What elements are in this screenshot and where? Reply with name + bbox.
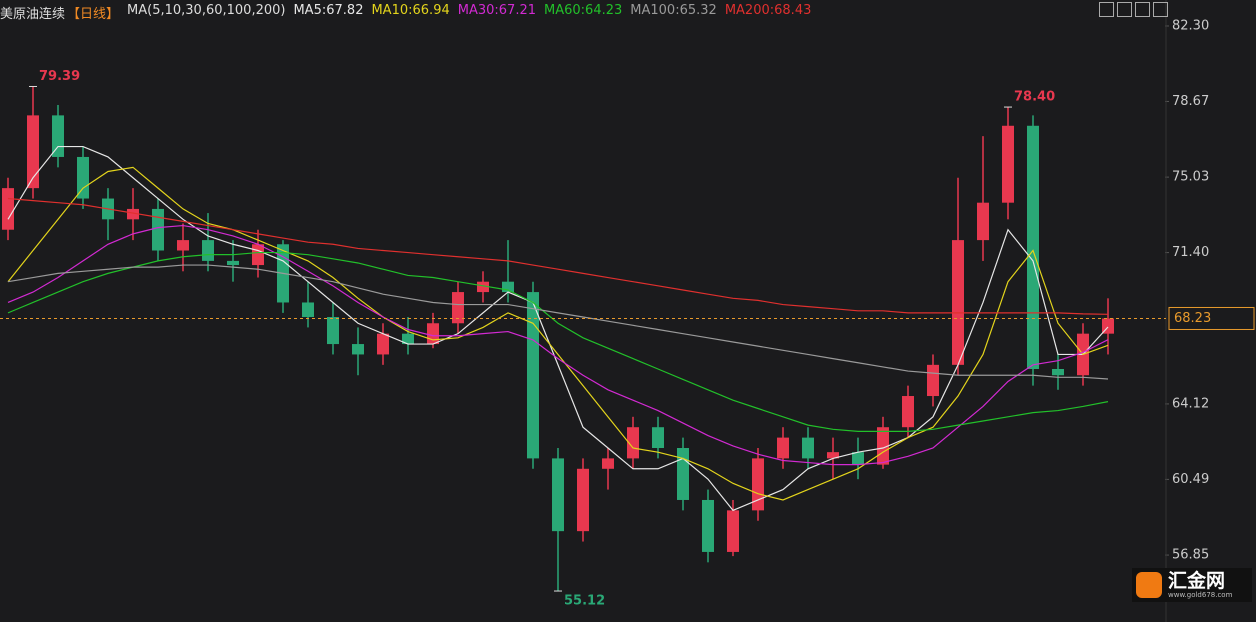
annotation-label: 78.40 <box>1014 90 1055 105</box>
candle-body <box>1002 125 1014 203</box>
candle-body <box>327 317 339 345</box>
candle-body <box>827 452 839 459</box>
candle-body <box>602 458 614 469</box>
legend-entry: MA10:66.94 <box>371 3 450 18</box>
y-tick-label: 60.49 <box>1172 472 1209 487</box>
ma-line <box>7 251 1109 432</box>
candle-body <box>627 427 639 459</box>
ma-line <box>7 166 1109 501</box>
logo-text: 汇金网 <box>1168 570 1226 592</box>
legend-value: 64.23 <box>585 3 623 18</box>
annotation-label: 79.39 <box>39 69 80 84</box>
price-label: 68.23 <box>1174 311 1211 326</box>
legend-name: MA100 <box>630 3 676 18</box>
legend-entry: MA5:67.82 <box>293 3 364 18</box>
candle-body <box>402 333 414 345</box>
legend-name: MA5 <box>293 3 322 18</box>
candle-body <box>777 437 789 459</box>
ma-line <box>7 264 1109 380</box>
tool-button[interactable] <box>1135 2 1150 17</box>
candle-body <box>877 427 889 465</box>
candle-body <box>577 468 589 532</box>
legend-entry: MA200:68.43 <box>724 3 812 18</box>
logo: 汇金网 www.gold678.com <box>1132 568 1252 602</box>
candle-body <box>152 208 164 251</box>
candle-body <box>202 240 214 261</box>
candle-body <box>502 281 514 293</box>
chart-title: 美原油连续 <box>0 7 66 22</box>
candle-body <box>677 447 689 500</box>
period[interactable]: 【日线】 <box>67 7 120 22</box>
candle-body <box>727 510 739 552</box>
legend-value: 67.21 <box>498 3 536 18</box>
indicator[interactable]: MA(5,10,30,60,100,200) <box>127 3 286 18</box>
candle-body <box>702 499 714 552</box>
candle-body <box>977 202 989 241</box>
legend-name: MA10 <box>371 3 409 18</box>
y-tick-label: 71.40 <box>1172 245 1209 260</box>
candle-body <box>127 208 139 220</box>
candle-body <box>177 240 189 251</box>
tool-button[interactable] <box>1117 2 1132 17</box>
candle-body <box>227 260 239 266</box>
y-tick-label: 56.85 <box>1172 548 1209 563</box>
y-tick-label: 78.67 <box>1172 94 1209 109</box>
candle-body <box>902 396 914 428</box>
candle-body <box>427 323 439 345</box>
legend-value: 68.43 <box>774 3 812 18</box>
candle-body <box>452 292 464 324</box>
candle-body <box>752 458 764 511</box>
legend-name: MA30 <box>457 3 495 18</box>
legend: 美原油连续 【日线】 MA(5,10,30,60,100,200) MA5:67… <box>0 3 811 22</box>
legend-value: 67.82 <box>326 3 364 18</box>
candle-body <box>852 452 864 465</box>
price-box <box>1168 306 1255 330</box>
tool-button[interactable] <box>1099 2 1114 17</box>
candle-body <box>1052 369 1064 376</box>
candle-body <box>477 281 489 293</box>
legend-entry: MA60:64.23 <box>544 3 623 18</box>
candle-body <box>802 437 814 459</box>
candle-body <box>52 115 64 157</box>
logo-url: www.gold678.com <box>1168 591 1233 599</box>
candle-body <box>77 156 89 199</box>
candle-body <box>652 427 664 448</box>
y-tick-label: 75.03 <box>1172 170 1209 185</box>
legend-value: 66.94 <box>412 3 450 18</box>
candle-body <box>377 333 389 355</box>
ma-line <box>7 145 1109 512</box>
candle-body <box>1027 125 1039 370</box>
legend-name: MA60 <box>544 3 581 18</box>
legend-entry: MA100:65.32 <box>630 3 717 18</box>
toolbar <box>1099 2 1168 17</box>
y-tick-label: 64.12 <box>1172 396 1209 411</box>
candle-body <box>2 188 14 230</box>
tool-button[interactable] <box>1153 2 1168 17</box>
ma-line <box>7 197 1109 315</box>
logo-icon <box>1136 572 1162 598</box>
legend-entry: MA30:67.21 <box>457 3 536 18</box>
y-tick-label: 82.30 <box>1172 18 1209 33</box>
candle-body <box>527 292 539 459</box>
legend-value: 65.32 <box>679 3 717 18</box>
candle-body <box>302 302 314 318</box>
candle-body <box>352 344 364 355</box>
candle-body <box>27 115 39 189</box>
ma-line <box>7 224 1109 466</box>
candle-body <box>252 244 264 266</box>
annotation-label: 55.12 <box>564 594 605 609</box>
legend-name: MA200 <box>724 3 770 18</box>
candle-body <box>927 364 939 397</box>
candle-body <box>552 458 564 532</box>
candle-body <box>952 240 964 365</box>
